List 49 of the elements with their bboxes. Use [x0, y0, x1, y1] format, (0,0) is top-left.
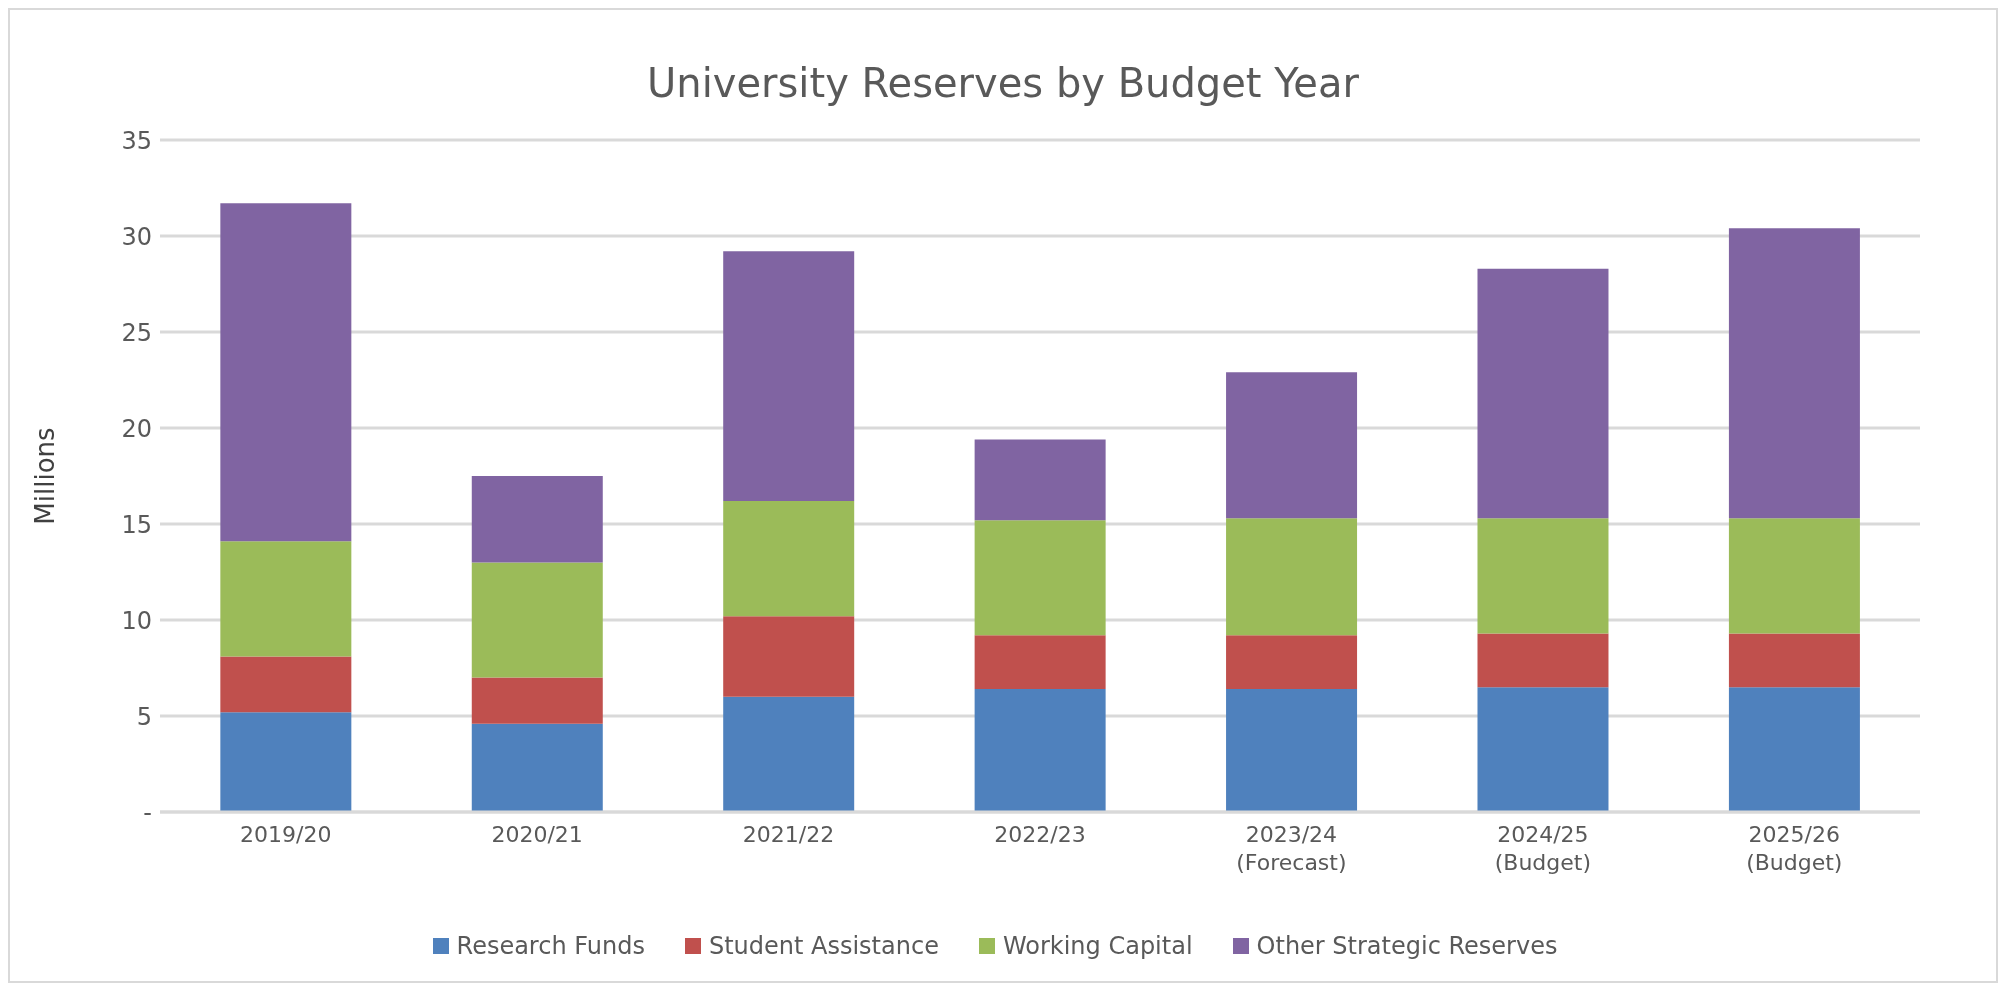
y-tick-label: 10: [121, 606, 152, 635]
bar: [974, 689, 1106, 812]
bar: [1477, 687, 1609, 812]
bar: [220, 541, 352, 657]
y-tick-label: 35: [121, 126, 152, 155]
y-tick-label: 15: [121, 510, 152, 539]
bar: [1477, 518, 1609, 634]
bar: [1728, 687, 1860, 812]
bar: [220, 712, 352, 812]
bar: [974, 635, 1106, 690]
bar: [1728, 633, 1860, 688]
y-axis-title: Millions: [30, 427, 61, 525]
bar: [471, 476, 603, 563]
y-tick-label: 30: [121, 222, 152, 251]
bar: [723, 500, 855, 617]
bar: [471, 723, 603, 812]
bar: [1477, 268, 1609, 519]
legend-label: Student Assistance: [708, 932, 939, 960]
x-tick-label: 2025/26 (Budget): [1746, 822, 1843, 875]
y-tick-label: 25: [121, 318, 152, 347]
bar: [723, 696, 855, 812]
bar: [723, 251, 855, 501]
bar: [1728, 518, 1860, 634]
bar: [1226, 518, 1358, 636]
legend-label: Research Funds: [456, 932, 645, 960]
bar: [471, 677, 603, 724]
bar: [1226, 689, 1358, 812]
bar: [974, 520, 1106, 636]
bar: [1477, 633, 1609, 688]
y-tick-label: 20: [121, 414, 152, 443]
legend-label: Other Strategic Reserves: [1256, 932, 1558, 960]
bar: [1226, 635, 1358, 690]
x-tick-label: 2020/21: [491, 822, 583, 847]
chart-title: University Reserves by Budget Year: [646, 60, 1360, 108]
y-tick-label: 5: [136, 702, 152, 731]
x-tick-label: 2019/20: [240, 822, 332, 847]
bar: [471, 562, 603, 678]
x-tick-label: 2022/23: [994, 822, 1086, 847]
x-tick-label: 2023/24 (Forecast): [1236, 822, 1347, 875]
bar: [974, 439, 1106, 521]
legend-label: Working Capital: [1002, 932, 1193, 960]
bar: [1728, 228, 1860, 519]
x-tick-label: 2024/25 (Budget): [1494, 822, 1592, 875]
y-tick-label: -: [143, 798, 152, 827]
bar: [220, 656, 352, 713]
bar: [220, 203, 352, 542]
bar: [1226, 372, 1358, 519]
x-tick-label: 2021/22: [742, 822, 835, 847]
bar: [723, 616, 855, 697]
